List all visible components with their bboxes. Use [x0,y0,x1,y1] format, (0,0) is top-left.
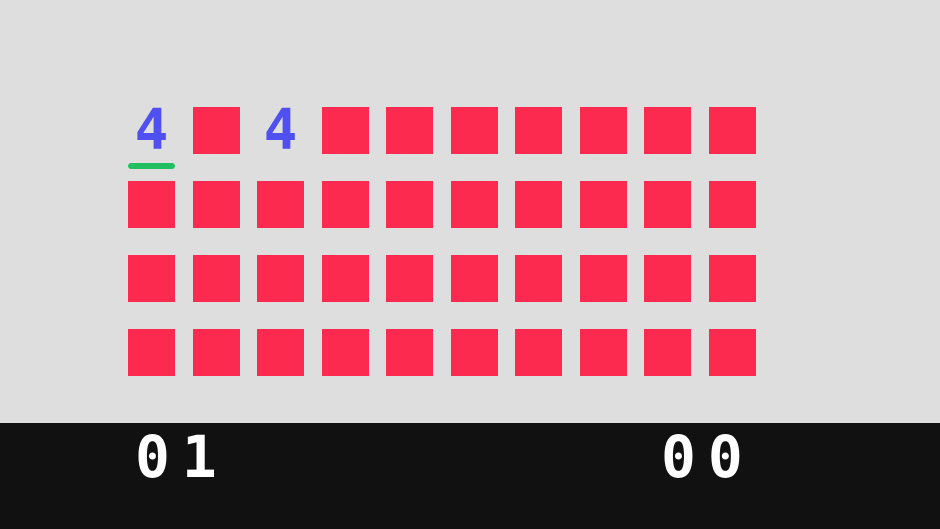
card-hidden[interactable] [708,181,756,228]
card-hidden[interactable] [579,107,627,154]
selection-cursor [128,163,175,169]
card-hidden[interactable] [515,107,562,154]
player-1-score: 01 [135,423,229,491]
card-hidden[interactable] [257,329,304,376]
card-hidden[interactable] [708,255,756,302]
card-hidden[interactable] [257,255,304,302]
card-hidden[interactable] [450,329,498,376]
card-hidden[interactable] [708,329,756,376]
card-hidden[interactable] [644,107,691,154]
card-hidden[interactable] [708,107,756,154]
card-hidden[interactable] [450,255,498,302]
card-hidden[interactable] [386,329,433,376]
card-hidden[interactable] [579,181,627,228]
card-hidden[interactable] [257,181,304,228]
card-hidden[interactable] [386,107,433,154]
card-hidden[interactable] [321,329,369,376]
card-hidden[interactable] [321,181,369,228]
card-hidden[interactable] [192,107,240,154]
card-hidden[interactable] [192,329,240,376]
card-revealed[interactable]: 4 [134,98,169,163]
card-hidden[interactable] [192,181,240,228]
card-hidden[interactable] [515,181,562,228]
card-hidden[interactable] [128,255,175,302]
player-2-score: 00 [661,423,755,491]
card-hidden[interactable] [515,255,562,302]
card-hidden[interactable] [128,181,175,228]
card-hidden[interactable] [644,329,691,376]
card-hidden[interactable] [321,255,369,302]
card-hidden[interactable] [192,255,240,302]
card-hidden[interactable] [450,107,498,154]
card-hidden[interactable] [386,255,433,302]
card-hidden[interactable] [579,329,627,376]
card-hidden[interactable] [128,329,175,376]
card-revealed[interactable]: 4 [263,98,298,163]
card-hidden[interactable] [644,181,691,228]
card-hidden[interactable] [450,181,498,228]
card-hidden[interactable] [515,329,562,376]
card-hidden[interactable] [321,107,369,154]
score-bar: 01 00 [0,423,940,529]
card-hidden[interactable] [386,181,433,228]
card-hidden[interactable] [644,255,691,302]
card-hidden[interactable] [579,255,627,302]
